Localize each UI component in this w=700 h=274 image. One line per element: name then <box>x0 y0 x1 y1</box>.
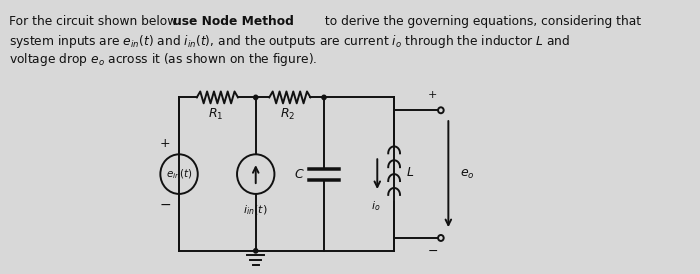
Circle shape <box>253 95 258 99</box>
Circle shape <box>322 95 326 99</box>
Text: to derive the governing equations, considering that: to derive the governing equations, consi… <box>321 15 641 28</box>
Text: $i_o$: $i_o$ <box>371 199 380 213</box>
Text: C: C <box>295 168 303 181</box>
Text: $R_1$: $R_1$ <box>208 107 223 122</box>
Text: $R_2$: $R_2$ <box>280 107 295 122</box>
Text: −: − <box>159 198 171 212</box>
Text: system inputs are $e_{in}(t)$ and $i_{in}(t)$, and the outputs are current $i_o$: system inputs are $e_{in}(t)$ and $i_{in… <box>9 33 570 50</box>
Text: $e_o$: $e_o$ <box>460 168 474 181</box>
Circle shape <box>438 235 444 241</box>
Text: +: + <box>428 90 437 100</box>
Text: voltage drop $e_o$ across it (as shown on the figure).: voltage drop $e_o$ across it (as shown o… <box>9 51 317 68</box>
Text: For the circuit shown below: For the circuit shown below <box>9 15 181 28</box>
Text: −: − <box>427 245 438 258</box>
Text: +: + <box>160 137 170 150</box>
Text: $e_{in}(t)$: $e_{in}(t)$ <box>166 167 193 181</box>
Text: L: L <box>406 166 413 179</box>
Text: $i_{in}(t)$: $i_{in}(t)$ <box>244 204 268 217</box>
Circle shape <box>253 249 258 253</box>
Text: use Node Method: use Node Method <box>172 15 293 28</box>
Circle shape <box>438 107 444 113</box>
